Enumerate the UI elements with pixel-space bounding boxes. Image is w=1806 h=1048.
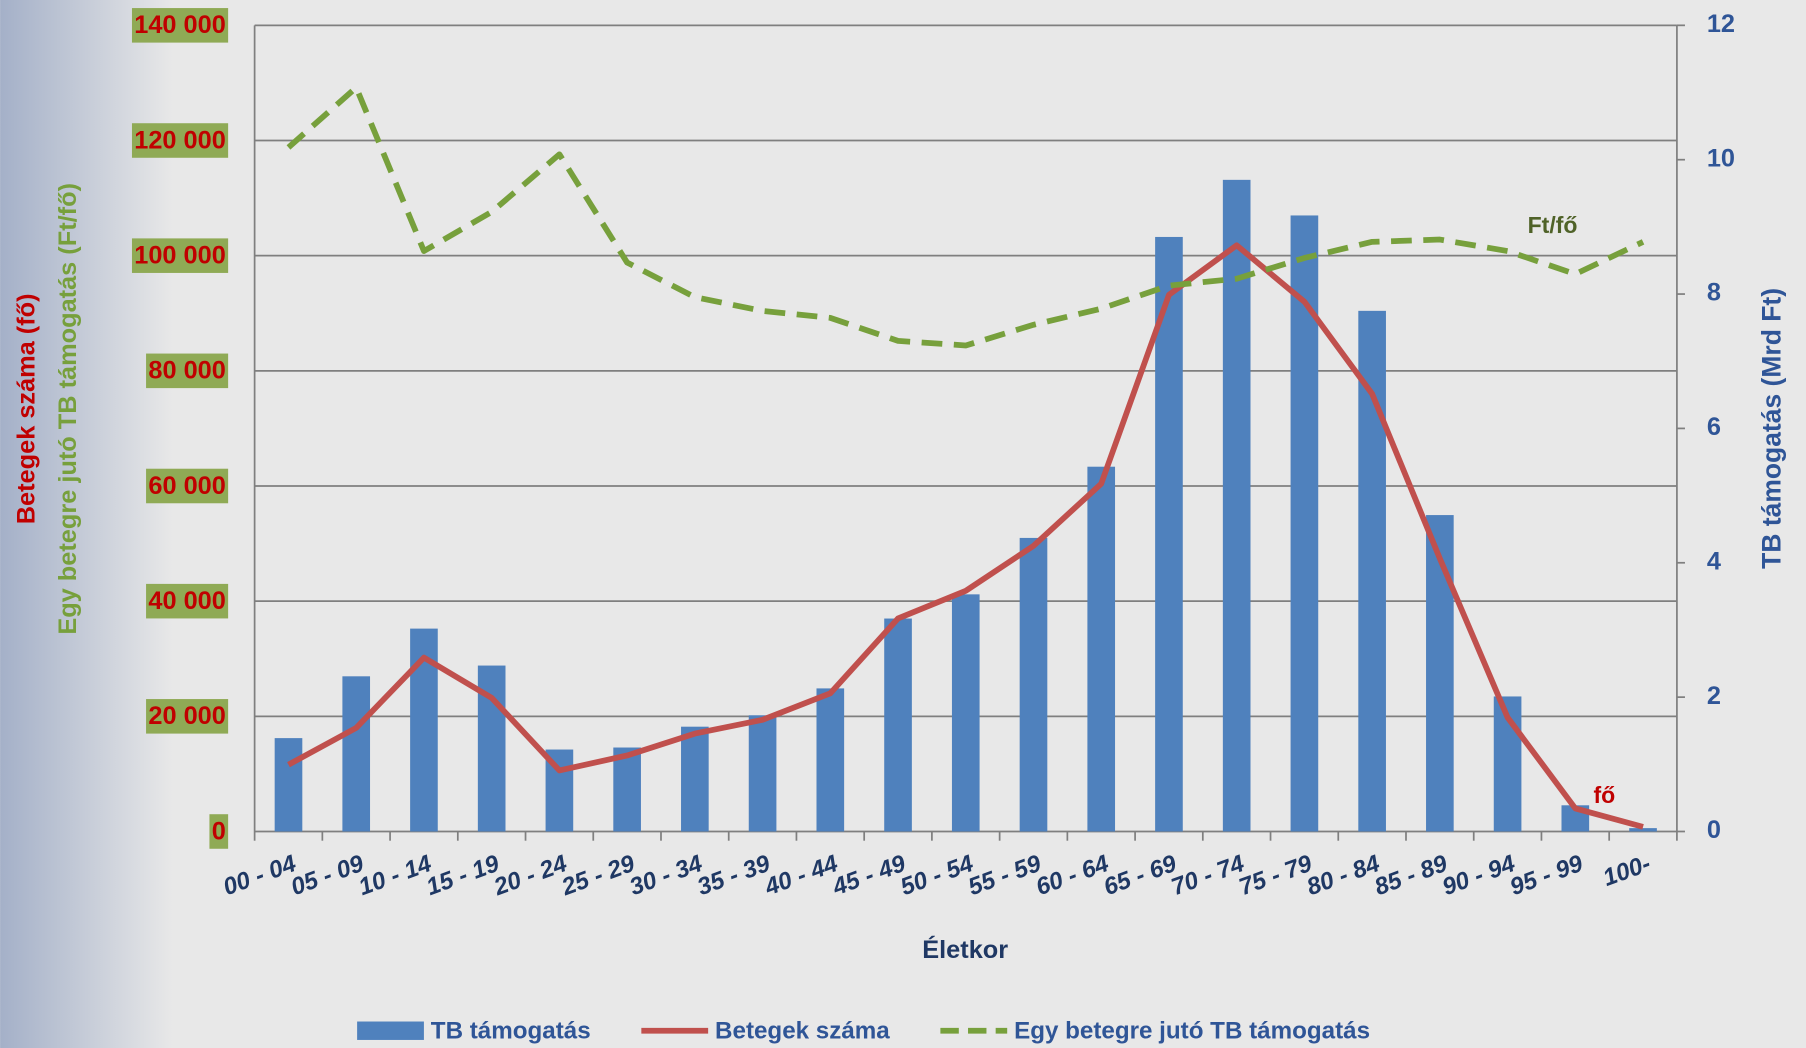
- bar: [816, 688, 845, 832]
- legend-label: Egy betegre jutó TB támogatás: [1014, 1017, 1370, 1044]
- bar: [748, 715, 777, 832]
- bar: [951, 594, 980, 832]
- y2-tick-label: 4: [1707, 547, 1721, 575]
- y-tick-label: 60 000: [148, 472, 225, 500]
- bar: [613, 747, 641, 832]
- y-axis-label: Egy betegre jutó TB támogatás (Ft/fő): [54, 183, 82, 635]
- tick-label-bg: [131, 238, 229, 273]
- y-tick-label: 20 000: [148, 702, 225, 730]
- tick-label-bg: [146, 353, 229, 389]
- tick-label-bg: [146, 699, 229, 734]
- line: [287, 242, 1644, 830]
- bar: [342, 676, 371, 832]
- bar: [681, 726, 709, 832]
- y-tick-label: 80 000: [148, 357, 225, 385]
- bar: [1019, 537, 1048, 832]
- bar: [1358, 310, 1386, 832]
- tick-label-bg: [131, 8, 229, 43]
- y-tick-label: 100 000: [134, 242, 226, 270]
- tick-label-bg: [209, 814, 229, 849]
- bar: [274, 738, 303, 832]
- tick-label-bg: [146, 468, 229, 504]
- y-tick-label: 140 000: [134, 11, 226, 39]
- y2-tick-label: 8: [1707, 279, 1721, 307]
- annotation: Ft/fő: [1528, 212, 1578, 238]
- bar: [1426, 515, 1454, 832]
- legend-swatch: [357, 1021, 424, 1040]
- tick-label-bg: [131, 123, 229, 158]
- x-axis-label: Életkor: [922, 935, 1008, 964]
- legend-label: Betegek száma: [715, 1017, 890, 1044]
- bar: [1290, 215, 1319, 832]
- legend-label: TB támogatás: [431, 1017, 591, 1044]
- y2-tick-label: 10: [1707, 144, 1735, 172]
- x-tick-label: 95 - 99: [1507, 850, 1587, 901]
- y2-tick-label: 2: [1707, 682, 1721, 710]
- annotation: fő: [1593, 782, 1615, 808]
- bar: [1222, 179, 1251, 832]
- y-tick-label: 120 000: [134, 126, 226, 154]
- dashed-line: [286, 84, 1645, 349]
- bar: [1087, 466, 1116, 832]
- bar: [1629, 828, 1657, 832]
- background-gradient: [0, 0, 173, 1048]
- y-tick-label: 40 000: [148, 587, 225, 615]
- y2-tick-label: 6: [1707, 413, 1721, 441]
- y-tick-label: 0: [212, 817, 226, 845]
- y2-tick-label: 0: [1707, 816, 1721, 844]
- y-axis-label: Betegek száma (fő): [12, 293, 40, 524]
- bar: [884, 618, 912, 832]
- tick-label-bg: [146, 583, 229, 619]
- x-tick-label: 100-: [1599, 850, 1654, 892]
- bar: [1155, 236, 1183, 832]
- y2-tick-label: 12: [1707, 10, 1735, 38]
- y2-axis-label: TB támogatás (Mrd Ft): [1757, 288, 1787, 569]
